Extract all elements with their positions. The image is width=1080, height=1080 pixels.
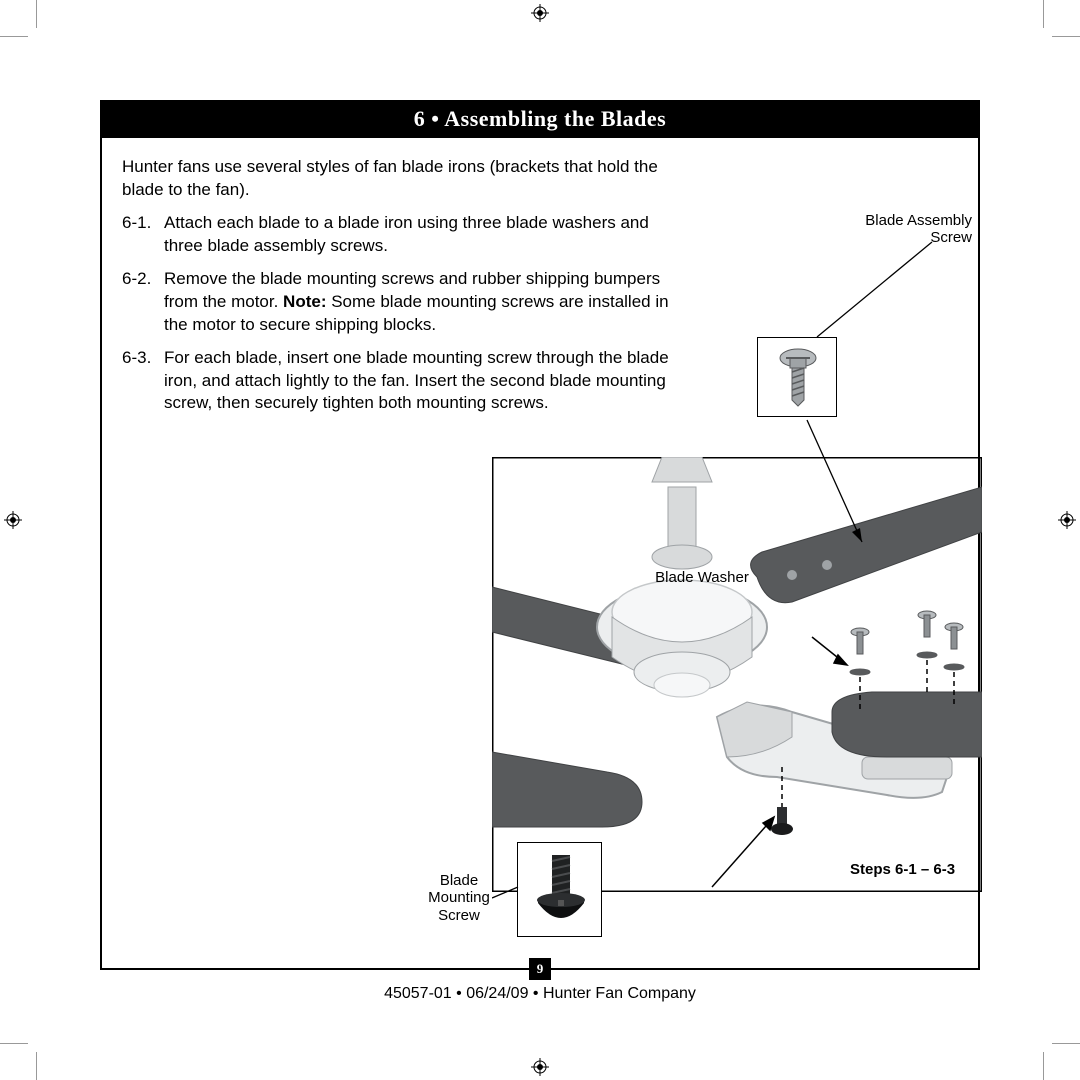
- step-body: Remove the blade mounting screws and rub…: [164, 268, 682, 337]
- screw-callout-box: [517, 842, 602, 937]
- registration-mark-icon: [531, 4, 549, 22]
- registration-mark-icon: [4, 511, 22, 529]
- label-blade-washer: Blade Washer: [647, 569, 757, 586]
- intro-text: Hunter fans use several styles of fan bl…: [122, 156, 682, 202]
- section-title: 6 • Assembling the Blades: [102, 102, 978, 138]
- steps-caption: Steps 6-1 – 6-3: [850, 861, 955, 878]
- crop-mark: [0, 1043, 28, 1044]
- crop-mark: [1043, 1052, 1044, 1080]
- page-number-badge: 9: [529, 958, 551, 980]
- step-number: 6-1.: [122, 212, 164, 258]
- label-blade-mounting-screw: Blade Mounting Screw: [420, 872, 498, 924]
- step-number: 6-2.: [122, 268, 164, 337]
- step-number: 6-3.: [122, 347, 164, 416]
- crop-mark: [1052, 36, 1080, 37]
- fan-exploded-view-icon: [492, 457, 982, 892]
- crop-mark: [36, 0, 37, 28]
- step-body: Attach each blade to a blade iron using …: [164, 212, 682, 258]
- registration-mark-icon: [1058, 511, 1076, 529]
- crop-mark: [1043, 0, 1044, 28]
- step-body: For each blade, insert one blade mountin…: [164, 347, 682, 416]
- registration-mark-icon: [531, 1058, 549, 1076]
- crop-mark: [36, 1052, 37, 1080]
- leader-line: [492, 872, 532, 912]
- mounting-screw-icon: [518, 843, 603, 938]
- page-frame: 6 • Assembling the Blades Hunter fans us…: [100, 100, 980, 970]
- step-row: 6-1. Attach each blade to a blade iron u…: [122, 212, 682, 258]
- footer-text: 45057-01 • 06/24/09 • Hunter Fan Company: [0, 985, 1080, 1003]
- instruction-text: Hunter fans use several styles of fan bl…: [102, 138, 978, 415]
- step-row: 6-2. Remove the blade mounting screws an…: [122, 268, 682, 337]
- crop-mark: [0, 36, 28, 37]
- step-row: 6-3. For each blade, insert one blade mo…: [122, 347, 682, 416]
- crop-mark: [1052, 1043, 1080, 1044]
